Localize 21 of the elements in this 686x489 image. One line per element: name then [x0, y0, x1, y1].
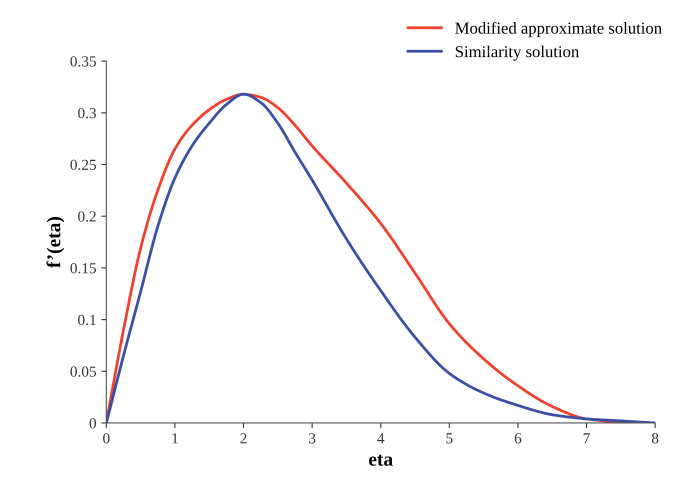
legend-label: Similarity solution	[456, 46, 579, 61]
y-tick-label: 0.15	[70, 263, 96, 274]
x-tick-label: 8	[652, 433, 658, 444]
y-tick-label: 0.25	[70, 160, 96, 170]
legend-label: Modified approximate solution	[455, 22, 662, 38]
x-tick-label: 3	[309, 433, 316, 444]
x-tick-label: 0	[103, 433, 110, 444]
x-tick-label: 7	[584, 433, 590, 444]
y-tick-label: 0.05	[70, 366, 96, 377]
x-tick-label: 2	[240, 433, 247, 444]
y-tick-label: 0	[90, 418, 96, 428]
x-tick-label: 4	[377, 433, 384, 444]
y-tick-label: 0.1	[78, 314, 96, 326]
y-tick-label: 0.3	[78, 108, 96, 118]
y-tick-label: 0.2	[78, 211, 96, 222]
x-tick-label: 6	[514, 433, 522, 444]
y-tick-label: 0.35	[70, 56, 96, 67]
y-axis-title: f’(eta)	[46, 217, 64, 268]
x-tick-label: 1	[172, 433, 178, 444]
x-tick-label: 5	[446, 433, 453, 444]
x-axis-title: eta	[368, 454, 393, 466]
